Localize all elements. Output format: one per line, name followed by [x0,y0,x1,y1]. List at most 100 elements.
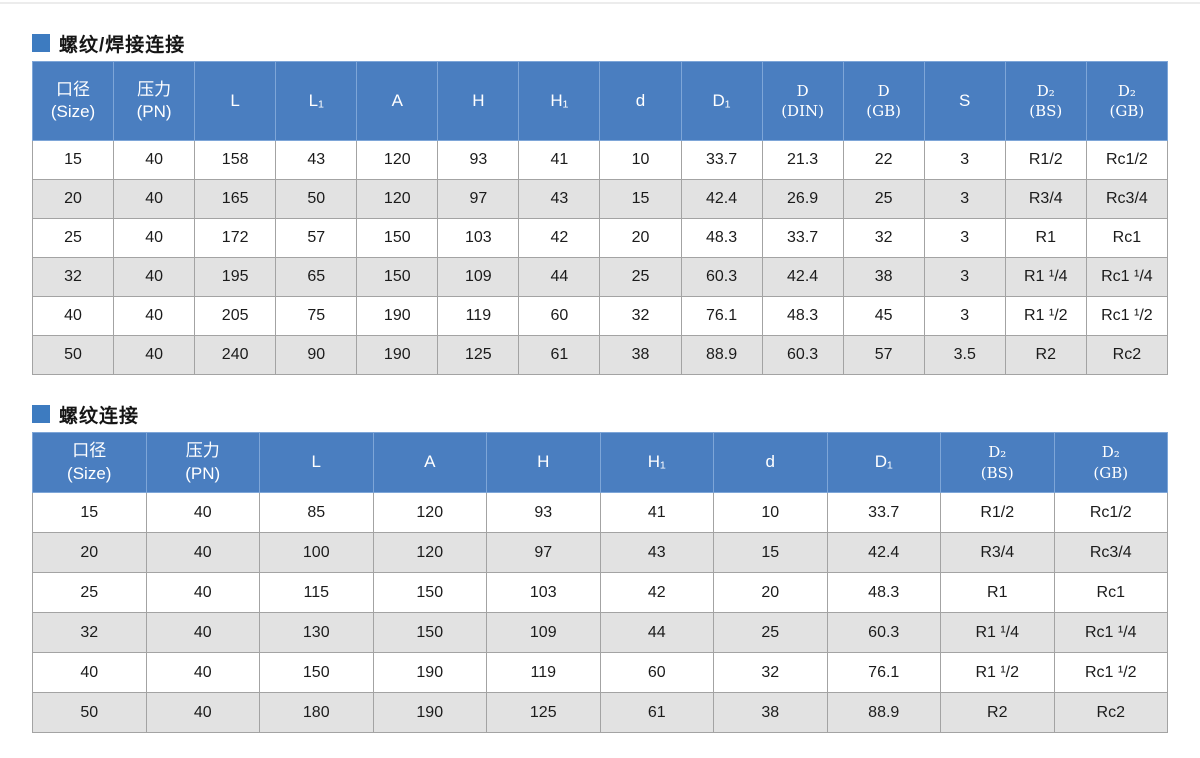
table-cell: 150 [259,652,374,693]
table-cell: 190 [356,296,439,336]
table-cell: 60.3 [826,612,941,653]
table-cell: R3/4 [1004,179,1087,219]
table-cell: 40 [145,572,260,613]
table-cell: R1 ¹/4 [940,612,1055,653]
column-header: A [356,61,439,141]
table-cell: 20 [599,218,682,258]
section-title: 螺纹/焊接连接 [59,34,186,56]
table-cell: 25 [713,612,828,653]
table-cell: 48.3 [761,296,844,336]
table-cell: 42.4 [826,532,941,573]
table-cell: 43 [599,532,714,573]
top-divider [0,2,1200,4]
table-cell: 109 [437,257,520,297]
table-cell: 125 [486,692,601,733]
table-cell: Rc1 [1085,218,1169,258]
table-cell: 150 [372,572,487,613]
column-header: D (DIN) [761,61,844,141]
column-header: L [259,432,374,493]
table-cell: 42.4 [680,179,763,219]
header-row: 口径 (Size) 压力 (PN) L L₁ A H H₁ d D₁ D (DIN) D (GB) S… [31,61,1169,141]
table-cell: 40 [145,492,260,533]
table-cell: Rc1 ¹/2 [1085,296,1169,336]
table-cell: 22 [842,140,925,180]
table-cell: 3 [923,140,1006,180]
table-cell: 61 [599,692,714,733]
table-cell: 97 [486,532,601,573]
threaded-connection-table: 口径 (Size) 压力 (PN) L A H H₁ d D₁ D₂ (BS) D₂ (GB) 1… [32,432,1168,733]
table-cell: 115 [259,572,374,613]
table-cell: R1 ¹/2 [940,652,1055,693]
table-cell: R1 [940,572,1055,613]
section-title: 螺纹连接 [59,405,140,427]
table-cell: 120 [372,492,487,533]
table-row: 50 40 180 190 125 61 38 88.9 R2 Rc2 [32,692,1168,733]
column-header: D₂ (BS) [1004,61,1087,141]
table-header: 口径 (Size) 压力 (PN) L A H H₁ d D₁ D₂ (BS) D₂ (GB) [32,432,1168,493]
table-cell: 240 [194,335,277,375]
table-cell: 130 [259,612,374,653]
table-cell: 40 [145,612,260,653]
table-cell: R3/4 [940,532,1055,573]
column-header: L [194,61,277,141]
table-cell: 25 [842,179,925,219]
table-cell: 165 [194,179,277,219]
table-cell: R1 ¹/4 [1004,257,1087,297]
table-cell: 172 [194,218,277,258]
table-row: 40 40 150 190 119 60 32 76.1 R1 ¹/2 Rc1 ¹/2 [32,652,1168,693]
column-header: D₂ (GB) [1053,432,1168,493]
table-cell: 40 [113,335,196,375]
table-cell: 10 [599,140,682,180]
column-header: H [486,432,601,493]
table-cell: 40 [145,532,260,573]
table-cell: 103 [486,572,601,613]
table-cell: 25 [31,218,115,258]
table-cell: 44 [518,257,601,297]
table-cell: 88.9 [826,692,941,733]
table-cell: 15 [32,492,147,533]
table-cell: 205 [194,296,277,336]
table-cell: R1/2 [940,492,1055,533]
table-row: 32 40 195 65 150 109 44 25 60.3 42.4 38 3 R1 ¹/4 Rc1 … [31,257,1169,297]
table-cell: 190 [372,692,487,733]
table-cell: 76.1 [680,296,763,336]
table-cell: 97 [437,179,520,219]
column-header: d [713,432,828,493]
header-row: 口径 (Size) 压力 (PN) L A H H₁ d D₁ D₂ (BS) D₂ (GB) [32,432,1168,493]
table-cell: 60.3 [761,335,844,375]
table-cell: 158 [194,140,277,180]
table-cell: 48.3 [826,572,941,613]
table-cell: 32 [32,612,147,653]
section-heading: 螺纹连接 [32,403,1168,427]
table-cell: 38 [713,692,828,733]
table-cell: 41 [599,492,714,533]
table-row: 20 40 100 120 97 43 15 42.4 R3/4 Rc3/4 [32,532,1168,573]
section-threaded-welded: 螺纹/焊接连接 口径 (Size) 压力 (PN) L L₁ A H H₁ d D₁ D (DIN… [31,32,1169,375]
table-cell: 103 [437,218,520,258]
table-cell: 180 [259,692,374,733]
column-header: L₁ [275,61,358,141]
table-cell: 43 [518,179,601,219]
table-cell: 44 [599,612,714,653]
table-cell: 65 [275,257,358,297]
table-cell: 120 [356,179,439,219]
section-threaded: 螺纹连接 口径 (Size) 压力 (PN) L A H H₁ d D₁ D₂ (BS) D₂ (… [32,403,1168,733]
table-header: 口径 (Size) 压力 (PN) L L₁ A H H₁ d D₁ D (DIN) D (GB) S… [31,61,1169,141]
table-cell: R1 [1004,218,1087,258]
table-cell: 40 [113,218,196,258]
table-cell: 32 [713,652,828,693]
table-cell: 10 [713,492,828,533]
table-cell: 32 [842,218,925,258]
table-cell: 93 [437,140,520,180]
catalog-page: 螺纹/焊接连接 口径 (Size) 压力 (PN) L L₁ A H H₁ d D₁ D (DIN… [0,2,1200,733]
table-cell: 40 [113,179,196,219]
table-cell: Rc3/4 [1085,179,1169,219]
table-cell: 88.9 [680,335,763,375]
column-header: D₂ (BS) [940,432,1055,493]
table-cell: 120 [372,532,487,573]
column-header: 口径 (Size) [31,61,115,141]
blue-square-bullet-icon [32,34,50,52]
table-cell: 50 [31,335,115,375]
column-header: 压力 (PN) [145,432,260,493]
table-row: 15 40 158 43 120 93 41 10 33.7 21.3 22 3 R1/2 Rc1/2 [31,140,1169,180]
